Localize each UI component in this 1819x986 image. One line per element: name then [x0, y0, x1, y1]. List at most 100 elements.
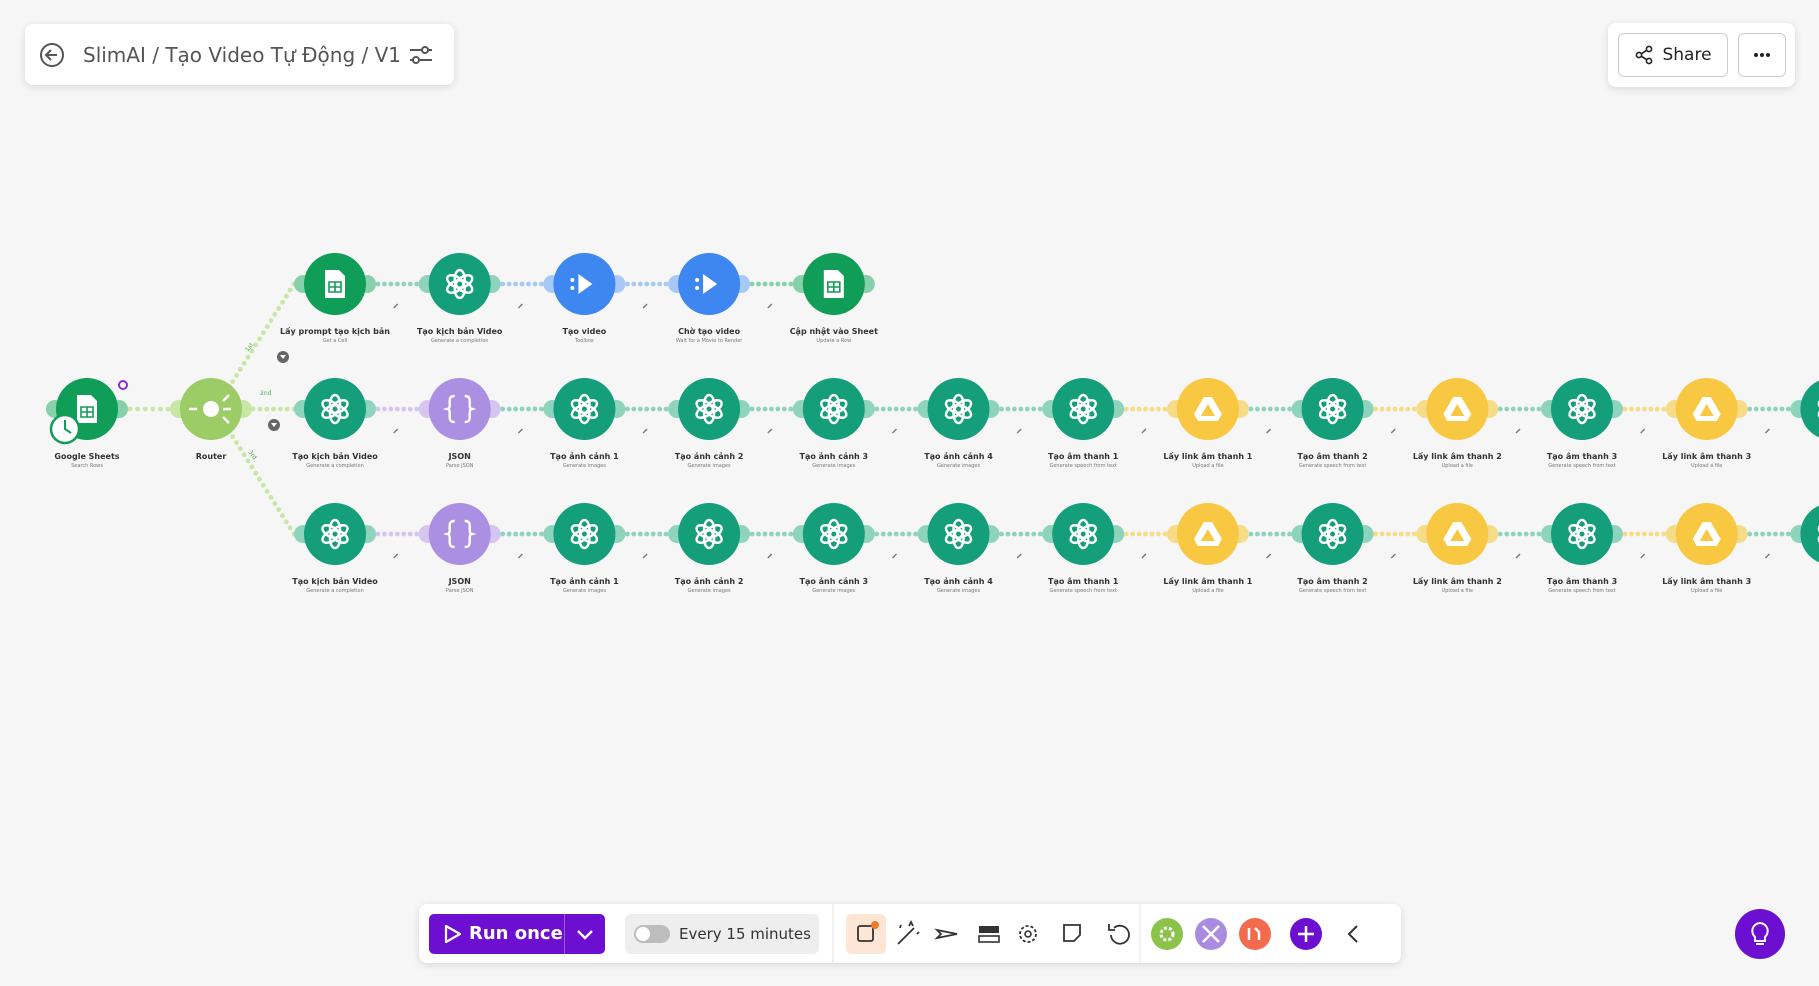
connector-dot: [1786, 531, 1791, 537]
connector-dot: [775, 281, 781, 287]
module[interactable]: [678, 378, 741, 440]
module[interactable]: [304, 253, 366, 315]
module[interactable]: [802, 253, 865, 315]
module[interactable]: [428, 503, 491, 565]
glyph: [570, 286, 575, 290]
more-button[interactable]: [1738, 33, 1786, 77]
module[interactable]: [802, 503, 865, 565]
connector-dot: [519, 531, 525, 537]
module[interactable]: [678, 253, 741, 315]
connector-dot: [1254, 406, 1260, 412]
connector-dot: [253, 342, 259, 348]
module-circle: [1551, 503, 1613, 565]
connector-dot: [762, 406, 768, 412]
connector-dot: [1162, 531, 1168, 537]
undo-button[interactable]: [1108, 924, 1130, 945]
sticky-note[interactable]: [1063, 924, 1081, 942]
module[interactable]: [180, 378, 242, 440]
module[interactable]: [1052, 378, 1115, 440]
run-once-button[interactable]: Run once: [429, 913, 605, 954]
connector-dot: [788, 406, 794, 412]
module[interactable]: [1426, 503, 1489, 565]
connector-dot: [230, 434, 236, 439]
module[interactable]: [1426, 378, 1489, 440]
connector-dot: [1497, 406, 1503, 412]
connector-dot: [1779, 406, 1785, 412]
autoalign-button[interactable]: [897, 919, 920, 945]
connector-dot: [1536, 531, 1542, 537]
app-avatar[interactable]: [1238, 918, 1271, 950]
wrench-icon: [1266, 553, 1272, 559]
connector-dot: [1012, 406, 1017, 412]
glyph: [80, 406, 94, 418]
connector-dot: [1267, 531, 1273, 537]
glyph: [578, 274, 593, 294]
module[interactable]: [927, 503, 990, 565]
module[interactable]: [1176, 503, 1239, 565]
module[interactable]: [1675, 378, 1738, 440]
connector-dot: [401, 531, 407, 537]
module[interactable]: [304, 378, 366, 440]
connector-dot: [388, 531, 394, 537]
module-subtitle: Generate a completion: [431, 338, 489, 344]
connector-dot: [1123, 531, 1129, 537]
module[interactable]: [1800, 378, 1819, 440]
connector-dot: [407, 281, 413, 287]
filter-icon: [280, 355, 286, 359]
glyph: [703, 274, 718, 294]
module[interactable]: [428, 378, 491, 440]
module[interactable]: [304, 503, 366, 565]
module[interactable]: [428, 253, 491, 315]
connector-dot: [1629, 406, 1634, 412]
module[interactable]: [553, 253, 616, 315]
connector-dot: [1661, 406, 1667, 412]
schedule-toggle[interactable]: [633, 924, 671, 944]
notes-button[interactable]: [978, 926, 999, 933]
module[interactable]: [1551, 378, 1613, 440]
help-button[interactable]: [1735, 909, 1785, 959]
wrench-icon: [892, 428, 897, 434]
flow-button[interactable]: [934, 928, 958, 940]
module[interactable]: [1301, 503, 1364, 565]
module[interactable]: [1301, 378, 1364, 440]
module[interactable]: [1800, 503, 1819, 565]
filter-icon: [271, 423, 277, 427]
module-circle: [927, 378, 990, 440]
back-button[interactable]: [37, 40, 67, 70]
app-avatar[interactable]: [1150, 918, 1183, 950]
glyph: [1318, 524, 1338, 539]
connector-dot: [1530, 406, 1535, 412]
connector-dot: [230, 379, 236, 384]
module[interactable]: [1551, 503, 1613, 565]
route-label: 2nd: [260, 390, 272, 397]
module-label: Tạo âm thanh 1: [1048, 452, 1119, 461]
module-subtitle: Generate a completion: [306, 588, 364, 594]
bulb-icon: [1751, 921, 1769, 945]
connector-dot: [1779, 531, 1785, 537]
collapse-button[interactable]: [1347, 925, 1358, 943]
module[interactable]: [1052, 503, 1115, 565]
save-button[interactable]: [845, 914, 886, 954]
module[interactable]: [1675, 503, 1738, 565]
settings-gear[interactable]: [1019, 925, 1037, 943]
connector-dot: [644, 531, 650, 537]
module[interactable]: [1176, 378, 1239, 440]
glyph: [1699, 529, 1714, 541]
glyph: [695, 286, 700, 290]
glyph: [827, 281, 841, 293]
glyph: [695, 399, 715, 414]
connector-dot: [1766, 531, 1772, 537]
module[interactable]: [802, 378, 865, 440]
connector-dot: [906, 531, 912, 537]
connector-dot: [1654, 531, 1660, 537]
wrench-icon: [1141, 428, 1147, 434]
module[interactable]: [553, 378, 616, 440]
settings-button[interactable]: [406, 40, 436, 70]
share-button[interactable]: Share: [1618, 33, 1728, 77]
scenario-title[interactable]: SlimAI / Tạo Video Tự Động / V1: [83, 42, 401, 67]
run-dropdown[interactable]: [564, 913, 605, 954]
module[interactable]: [927, 378, 990, 440]
glyph: [445, 274, 465, 289]
module[interactable]: [678, 503, 741, 565]
module[interactable]: [553, 503, 616, 565]
